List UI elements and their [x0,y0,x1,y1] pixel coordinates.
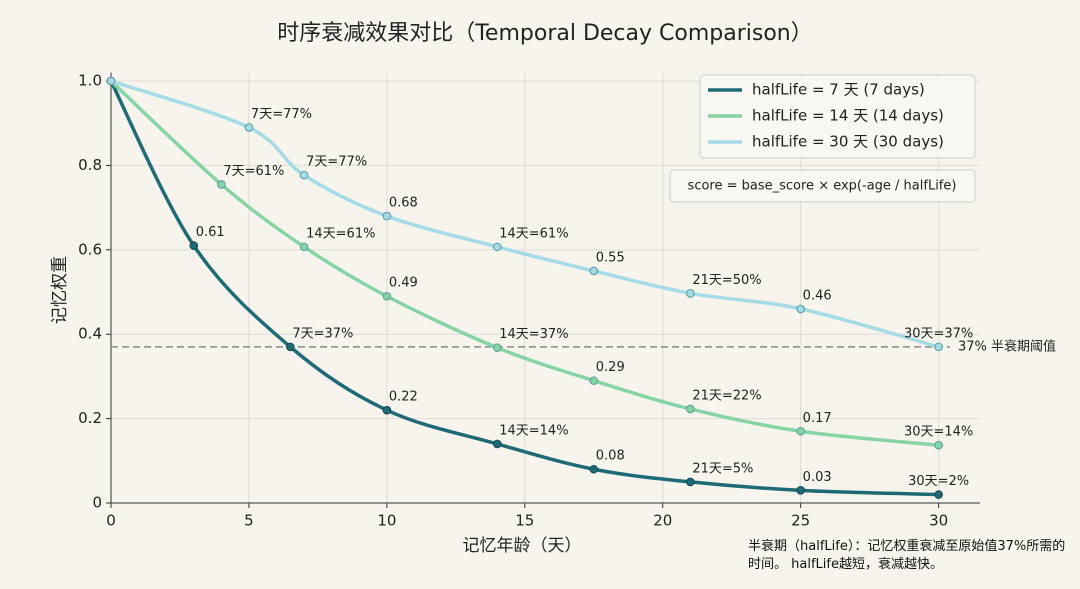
data-label: 14天=61% [306,226,375,241]
data-point [492,242,502,252]
data-point [382,291,392,301]
data-point [796,426,805,436]
x-tick-label: 15 [515,512,534,530]
data-point [589,376,599,385]
data-point [299,170,309,180]
data-label: 14天=14% [499,423,568,438]
data-label: 0.68 [389,196,418,211]
data-point [382,211,392,221]
data-point [106,76,116,86]
data-label: 21天=5% [692,461,753,476]
x-tick-label: 30 [929,512,948,530]
x-tick-label: 0 [106,512,116,530]
x-tick-label: 25 [791,512,810,530]
data-label: 30天=2% [908,474,969,489]
data-label: 0.61 [196,225,225,240]
data-point [934,440,943,450]
x-tick-label: 5 [244,512,254,530]
x-tick-label: 20 [653,512,672,530]
footnote: 半衰期（halfLife）：记忆权重衰减至原始值37%所需的时间。 halfLi… [748,539,1066,572]
data-label: 7天=77% [306,155,367,170]
series-line [109,80,939,497]
data-label: 0.08 [596,449,625,464]
data-point [286,342,295,352]
y-tick-label: 0.6 [78,240,102,258]
data-point [299,242,309,252]
y-tick-label: 0.4 [78,325,102,343]
data-point [686,288,695,298]
data-label: 0.46 [803,288,832,303]
annotation: 7天=61% [223,164,284,179]
data-label: 0.17 [803,411,832,426]
legend-label: halfLife = 30 天 (30 days) [752,133,944,151]
y-tick-label: 0.2 [78,409,102,427]
data-point [589,464,599,474]
legend-label: halfLife = 7 天 (7 days) [752,81,925,99]
data-label: 0.49 [389,276,418,291]
data-point [244,123,254,132]
data-label: 0.22 [389,390,418,405]
data-label: 21天=50% [692,273,761,288]
data-point [796,486,805,495]
data-point [934,342,943,352]
data-label: 14天=37% [499,327,568,342]
y-tick-label: 0.8 [78,156,102,174]
data-point [589,266,599,276]
threshold-label: 37% 半衰期阈值 [958,338,1056,354]
data-label: 0.29 [596,360,625,375]
data-point [492,343,502,353]
formula: score = base_score × exp(-age / halfLife… [688,179,957,194]
data-label: 30天=14% [904,425,973,440]
x-axis-label: 记忆年龄（天） [463,536,582,556]
annotation: 7天=77% [251,107,312,122]
formula-box [669,169,976,203]
y-tick-label: 0 [92,494,102,512]
x-tick-label: 10 [377,512,396,530]
data-label: 21天=22% [692,388,761,403]
data-label: 0.03 [803,470,832,485]
data-label: 30天=37% [904,326,973,341]
legend-box [699,74,976,159]
chart-title: 时序衰减效果对比（Temporal Decay Comparison） [277,21,813,46]
data-point [492,439,502,449]
y-tick-label: 1.0 [78,72,102,90]
data-point [686,404,695,414]
data-point [796,304,805,314]
data-point [189,241,199,250]
legend-label: halfLife = 14 天 (14 days) [752,107,944,125]
data-point [686,477,695,487]
data-point [382,405,392,415]
data-point [217,180,226,189]
y-axis-label: 记忆权重 [50,256,70,324]
data-label: 0.55 [596,250,625,265]
data-point [934,490,943,499]
data-label: 7天=37% [292,326,353,341]
data-label: 14天=61% [499,226,568,241]
